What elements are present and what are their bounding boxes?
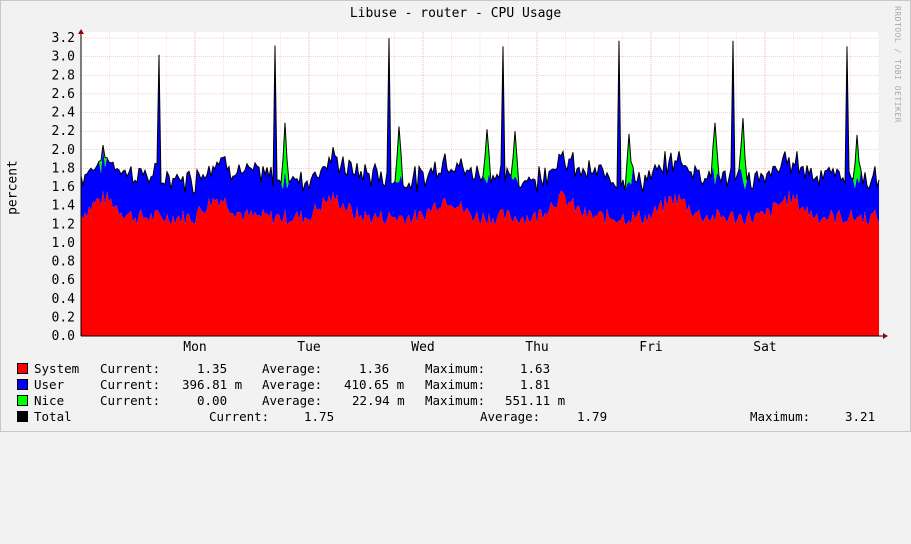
y-tick-label: 2.8 [52,68,75,83]
legend-average-value: 22.94 m [352,393,405,408]
legend-current-label: Current: [100,393,161,408]
y-tick-label: 2.6 [52,87,75,102]
x-tick-label: Thu [525,340,548,355]
x-tick-label: Tue [297,340,321,355]
y-tick-label: 0.8 [52,255,75,270]
legend-maximum-value: 1.63 [520,361,551,376]
legend-current-label: Current: [100,377,161,392]
legend-average-label: Average: [480,409,541,424]
y-tick-label: 1.0 [52,236,75,251]
x-tick-label: Sat [753,340,776,355]
user-swatch [17,379,28,390]
y-tick-label: 2.4 [52,106,76,121]
x-tick-label: Wed [411,340,434,355]
user-area [81,38,879,226]
y-tick-label: 0.0 [52,329,75,344]
legend-row-user: User Current: 396.81 m Average: 410.65 m… [17,377,550,392]
y-tick-label: 3.2 [52,31,75,46]
total-line [80,37,880,195]
legend-name: Nice [34,393,65,408]
x-axis-arrow [883,333,888,339]
legend-row-total: Total Current: 1.75 Average: 1.79 Maximu… [17,409,875,424]
legend-maximum-label: Maximum: [425,377,486,392]
system-swatch [17,363,28,374]
y-tick-label: 1.8 [52,161,75,176]
total-swatch [17,411,28,422]
rrdtool-watermark: RRDTOOL / TOBI OETIKER [893,6,902,123]
y-tick-label: 3.0 [52,50,75,65]
legend-row-system: System Current: 1.35 Average: 1.36 Maxim… [17,361,550,376]
system-area [81,190,879,336]
legend-average-label: Average: [262,377,323,392]
legend-maximum-value: 3.21 [845,409,876,424]
legend-name: User [34,377,65,392]
legend-current-label: Current: [209,409,270,424]
y-tick-label: 2.2 [52,124,75,139]
legend-maximum-label: Maximum: [750,409,811,424]
legend-maximum-label: Maximum: [425,393,486,408]
x-tick-label: Mon [183,340,206,355]
legend-average-label: Average: [262,361,323,376]
nice-swatch [17,395,28,406]
y-tick-label: 0.4 [52,292,76,307]
legend-current-value: 1.35 [197,361,228,376]
legend-current-value: 1.75 [304,409,335,424]
legend-maximum-label: Maximum: [425,361,486,376]
legend-maximum-value: 551.11 m [505,393,566,408]
x-tick-label: Fri [639,340,662,355]
cpu-usage-chart: 0.0 0.2 0.4 0.6 0.8 1.0 1.2 1.4 1.6 1.8 2.0 2.2 2.4 2… [52,29,888,355]
legend-name: System [34,361,80,376]
legend-average-label: Average: [262,393,323,408]
legend-average-value: 1.79 [577,409,608,424]
legend-average-value: 410.65 m [344,377,405,392]
legend-current-value: 396.81 m [182,377,243,392]
y-tick-label: 0.6 [52,273,75,288]
legend-name: Total [34,409,72,424]
legend-maximum-value: 1.81 [520,377,551,392]
y-tick-label: 1.6 [52,180,75,195]
y-tick-label: 0.2 [52,310,75,325]
legend-row-nice: Nice Current: 0.00 Average: 22.94 m Maxi… [17,393,565,408]
legend-current-label: Current: [100,361,161,376]
y-tick-label: 2.0 [52,143,75,158]
y-tick-label: 1.2 [52,217,75,232]
chart-title: Libuse - router - CPU Usage [349,6,562,21]
legend-current-value: 0.00 [197,393,228,408]
y-tick-label: 1.4 [52,199,76,214]
legend-average-value: 1.36 [359,361,390,376]
y-axis-arrow [78,29,84,34]
